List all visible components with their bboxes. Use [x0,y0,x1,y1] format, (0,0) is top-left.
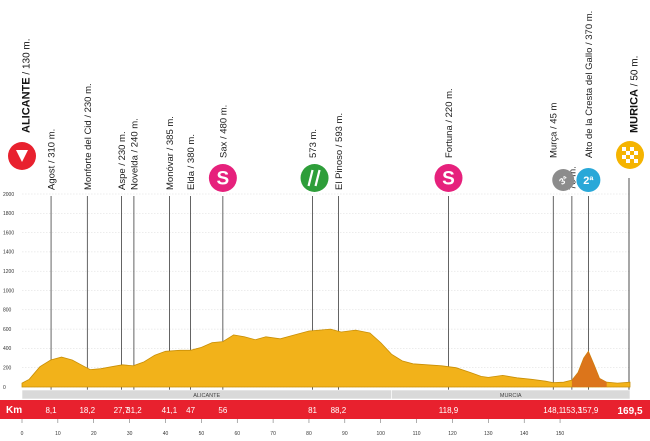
y-tick-label: 1400 [3,250,14,256]
waypoint-label: Monóvar / 385 m. [165,116,176,190]
y-tick-label: 400 [3,346,12,352]
km-value: 81 [308,406,317,415]
waypoint-markers: S S 3ª 2ª [8,141,644,192]
y-tick-label: 1000 [3,288,14,294]
waypoint-label: Fortuna / 220 m. [444,88,455,158]
km-value: 56 [218,406,227,415]
region-segment [391,389,631,400]
climb-area [571,351,607,387]
km-value: 118,9 [439,406,459,415]
y-tick-label: 200 [3,366,12,372]
km-value: 153,3 [562,406,583,415]
km-value: 31,2 [126,406,142,415]
x-tick-label: 140 [520,431,529,437]
km-value: 148,1 [543,406,564,415]
cat2-marker-label: 2ª [583,175,594,187]
x-tick-label: 10 [55,431,61,437]
sprint-marker [434,164,463,192]
checker-square [622,147,626,151]
waypoint-label: Alto de la Cresta del Gallo / 370 m. [584,11,595,158]
sprint-marker-label: S [217,169,230,190]
y-tick-label: 1600 [3,230,14,236]
km-total: 169,5 [617,406,642,417]
km-value: 8,1 [45,406,57,415]
waypoint-label: Murça / 45 m [549,102,560,158]
km-value: 88,2 [331,406,347,415]
cat3-climb-marker [552,169,575,191]
waypoint-label-alt: / 130 m. [22,38,33,77]
x-tick-label: 0 [21,431,24,437]
knife-icon [314,169,321,187]
waypoint-label: Sax / 480 m. [218,105,229,158]
km-value: 47 [186,406,195,415]
region-band: ALICANTE MURCIA [21,389,631,400]
checker-square [630,147,634,151]
sprint-marker-label: S [442,169,455,190]
waypoint-label-town: ALICANTE [21,77,33,133]
checker-square [634,151,638,155]
checker-square [622,155,626,159]
x-tick-label: 150 [556,431,565,437]
x-tick-label: 110 [413,431,421,437]
checker-square [630,155,634,159]
feed-zone-marker [300,164,329,192]
y-tick-label: 1200 [3,269,14,275]
checker-square [626,151,630,155]
fork-icon [307,169,314,187]
km-band-background [0,400,650,419]
km-value: 27,7 [114,406,130,415]
elevation-profile [21,328,631,388]
waypoint-label: MURICA / 50 m. [629,56,641,133]
x-axis-ticks: 0 10 20 30 40 50 60 70 80 90 100 110 120 130 140 150 [21,419,565,437]
start-arrow-icon [16,150,28,162]
km-band: Km 8,1 18,2 27,731,2 41,1 47 56 81 88,2 118,9 148… [0,400,650,419]
x-tick-label: 90 [342,431,348,437]
y-tick-label: 0 [3,385,6,391]
km-value: 18,2 [79,406,95,415]
x-tick-label: 120 [448,431,457,437]
waypoint-label-town: MURICA [629,89,641,133]
cat2-climb-marker [576,168,601,192]
waypoint-label: Monforte del Cid / 230 m. [83,83,94,190]
x-tick-label: 100 [377,431,386,437]
waypoint-label: 573 m. [308,129,319,158]
x-tick-label: 80 [306,431,312,437]
y-tick-label: 2000 [3,192,14,198]
x-tick-label: 50 [199,431,205,437]
region-label: MURCIA [500,393,522,399]
feed-zone-icon [307,169,321,187]
waypoint-label-alt: / 50 m. [630,56,641,89]
x-tick-label: 130 [484,431,493,437]
waypoint-label: ALICANTE / 130 m. [21,38,33,133]
waypoint-label: Agost / 310 m. [47,129,58,190]
km-value: 157,9 [578,406,599,415]
region-label: ALICANTE [193,393,220,399]
x-tick-label: 30 [127,431,133,437]
x-tick-label: 70 [270,431,276,437]
waypoint-label: Aspe / 230 m. [117,131,128,190]
checkered-flag-icon [622,147,638,163]
checker-square [634,159,638,163]
sprint-marker [208,164,237,192]
x-tick-label: 20 [91,431,97,437]
km-label: Km [6,405,22,416]
y-tick-label: 800 [3,308,12,314]
x-tick-label: 40 [163,431,169,437]
waypoint-label: Elda / 380 m. [186,134,197,190]
waypoint-label: El Pinoso / 593 m. [334,113,345,190]
y-tick-label: 600 [3,327,12,333]
y-tick-label: 1800 [3,211,14,217]
waypoint-label: Novelda / 240 m. [129,118,140,190]
x-tick-label: 60 [234,431,240,437]
profile-area [21,328,631,388]
checker-square [626,159,630,163]
km-value: 41,1 [162,406,178,415]
